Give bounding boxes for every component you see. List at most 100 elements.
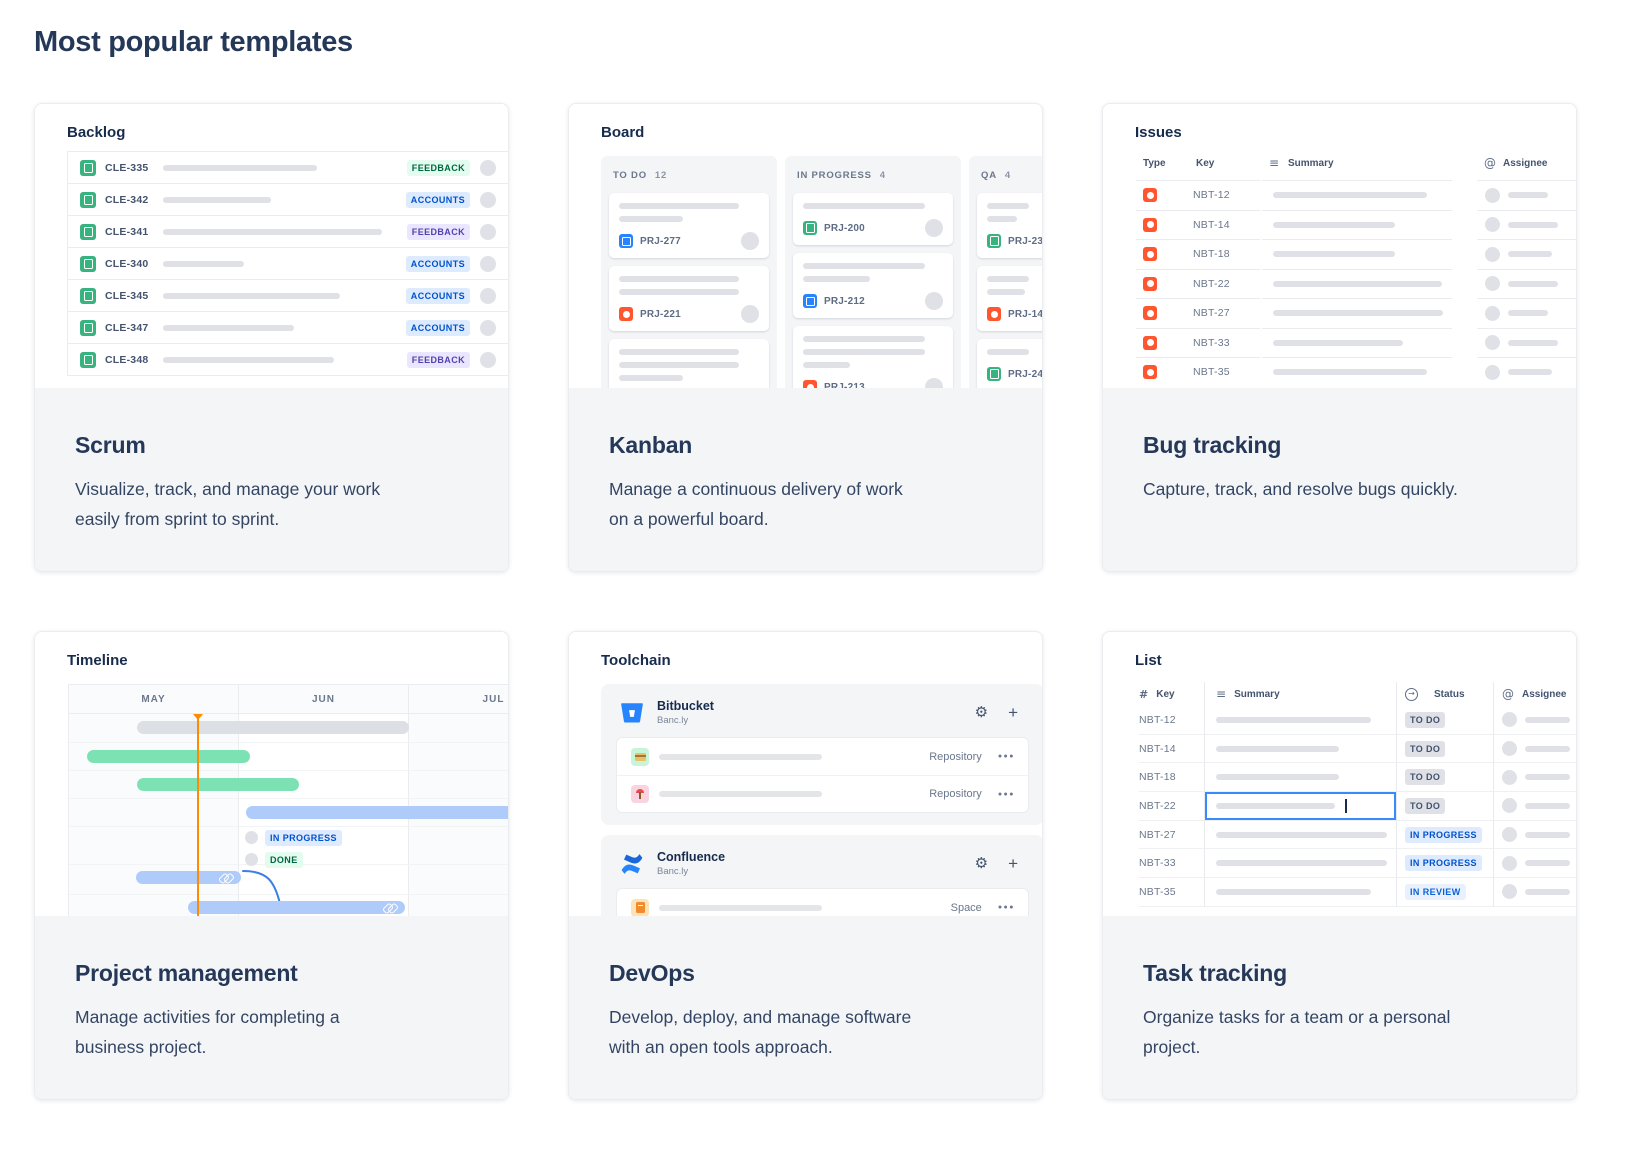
- avatar: [480, 159, 496, 176]
- bitbucket-logo-icon: [621, 702, 643, 723]
- list-row: NBT-35 IN REVIEW: [1139, 878, 1576, 907]
- app-name: Confluence: [657, 850, 726, 864]
- avatar: [480, 255, 496, 272]
- gantt-bar-green[interactable]: [87, 750, 250, 763]
- label-badge: ACCOUNTS: [405, 191, 470, 208]
- avatar: [741, 305, 759, 323]
- backlog-list: CLE-335 FEEDBACK CLE-342 ACCOUNTS: [67, 151, 508, 376]
- col-header-assignee: Assignee: [1522, 688, 1567, 700]
- issue-key: CLE-341: [105, 225, 149, 238]
- issue-key: PRJ-221: [640, 308, 681, 320]
- story-icon: [80, 351, 96, 368]
- gantt-bar-green[interactable]: [137, 778, 299, 791]
- gantt-bar-blue[interactable]: [136, 871, 241, 884]
- placeholder-bar: [619, 362, 739, 368]
- list-row: NBT-12 TO DO: [1139, 706, 1576, 735]
- bug-icon: [1143, 306, 1157, 321]
- summary-lines-icon: ≡: [1216, 687, 1227, 701]
- add-icon[interactable]: +: [1008, 854, 1018, 873]
- card-footer: PRJ-221: [619, 305, 759, 323]
- template-title: Kanban: [609, 432, 693, 458]
- story-icon: [803, 221, 817, 235]
- avatar: [1502, 855, 1517, 871]
- editing-summary-cell[interactable]: [1204, 792, 1396, 821]
- placeholder-bar: [619, 349, 739, 355]
- placeholder-bar: [1525, 860, 1570, 867]
- col-header-summary: Summary: [1288, 158, 1334, 169]
- issue-row: NBT-35: [1136, 357, 1576, 387]
- placeholder-bar: [987, 216, 1017, 222]
- bug-icon: [619, 307, 633, 321]
- placeholder-bar: [803, 336, 925, 342]
- board-columns: TO DO 12 PRJ-277: [601, 156, 1042, 388]
- avatar: [480, 351, 496, 368]
- column-count: 4: [1004, 170, 1011, 181]
- template-card-project-management[interactable]: Timeline MAY JUN JUL: [34, 631, 509, 1100]
- kanban-preview: Board TO DO 12 PRJ-277: [569, 104, 1042, 388]
- template-card-kanban[interactable]: Board TO DO 12 PRJ-277: [568, 103, 1043, 572]
- placeholder-bar: [1273, 280, 1442, 287]
- issue-key: NBT-18: [1139, 771, 1176, 784]
- issue-row: NBT-18: [1136, 239, 1576, 269]
- board-card: PRJ-277: [609, 193, 769, 258]
- status-badge: IN REVIEW: [1405, 883, 1466, 900]
- placeholder-bar: [1508, 221, 1558, 228]
- more-menu-icon[interactable]: ●●●: [997, 790, 1015, 798]
- placeholder-bar: [1273, 339, 1403, 346]
- gantt-bar-blue[interactable]: [246, 806, 508, 819]
- avatar: [925, 292, 943, 310]
- placeholder-bar: [1525, 745, 1570, 752]
- col-header-status: Status: [1434, 688, 1465, 700]
- template-grid: Backlog CLE-335 FEEDBACK CLE-342 ACCOUNT…: [34, 103, 1630, 1100]
- column-count: 4: [879, 170, 886, 181]
- issue-key: PRJ-213: [824, 381, 865, 389]
- gantt-month-header: MAY JUN JUL: [69, 684, 508, 714]
- avatar: [925, 219, 943, 237]
- label-badge: ACCOUNTS: [405, 255, 470, 272]
- issue-key: NBT-27: [1193, 307, 1230, 320]
- month-label: JUN: [239, 685, 409, 713]
- board-card: PRJ-146: [977, 266, 1042, 331]
- template-card-devops[interactable]: Toolchain Bitbucket Banc.ly ⚙: [568, 631, 1043, 1100]
- label-badge: FEEDBACK: [406, 223, 470, 240]
- gantt-bar-blue[interactable]: [188, 901, 405, 914]
- issue-key: CLE-342: [105, 193, 149, 206]
- issue-key: NBT-18: [1193, 248, 1230, 261]
- avatar: [1485, 217, 1500, 233]
- backlog-row: CLE-340 ACCOUNTS: [68, 248, 508, 280]
- issue-row: NBT-27: [1136, 298, 1576, 328]
- card-footer: PRJ-213: [803, 378, 943, 388]
- template-card-scrum[interactable]: Backlog CLE-335 FEEDBACK CLE-342 ACCOUNT…: [34, 103, 509, 572]
- gear-icon[interactable]: ⚙: [974, 854, 989, 872]
- toolchain-row: Space ●●●: [617, 889, 1028, 916]
- template-card-bug-tracking[interactable]: Issues Type Key ≡ Summary: [1102, 103, 1577, 572]
- card-footer: PRJ-236: [987, 232, 1042, 250]
- more-menu-icon[interactable]: ●●●: [997, 753, 1015, 760]
- template-title: Bug tracking: [1143, 432, 1282, 458]
- board-card: PRJ-243: [977, 339, 1042, 388]
- avatar: [480, 319, 496, 336]
- bug-icon: [1143, 217, 1157, 232]
- template-description: Organize tasks for a team or a personal …: [1143, 1007, 1451, 1057]
- add-icon[interactable]: +: [1008, 703, 1018, 722]
- status-badge: IN PROGRESS: [265, 830, 342, 846]
- gear-icon[interactable]: ⚙: [974, 703, 989, 721]
- list-preview: List # Key ≡ Summary → Status: [1103, 632, 1576, 916]
- more-menu-icon[interactable]: ●●●: [997, 904, 1015, 911]
- backlog-row: CLE-335 FEEDBACK: [68, 152, 508, 184]
- month-column: [69, 714, 239, 916]
- gantt-bar-gray[interactable]: [137, 721, 409, 734]
- list-header: # Key ≡ Summary → Status @: [1139, 682, 1576, 706]
- placeholder-bar: [803, 203, 925, 209]
- placeholder-bar: [619, 216, 683, 222]
- board-column-todo: TO DO 12 PRJ-277: [601, 156, 777, 388]
- template-card-task-tracking[interactable]: List # Key ≡ Summary → Status: [1102, 631, 1577, 1100]
- backlog-row: CLE-348 FEEDBACK: [68, 344, 508, 376]
- placeholder-bar: [163, 228, 382, 235]
- bug-tracking-preview: Issues Type Key ≡ Summary: [1103, 104, 1576, 388]
- book-emoji-icon: [631, 898, 649, 916]
- placeholder-bar: [987, 349, 1029, 355]
- placeholder-bar: [1273, 192, 1427, 199]
- backlog-row: CLE-342 ACCOUNTS: [68, 184, 508, 216]
- app-org: Banc.ly: [657, 715, 689, 726]
